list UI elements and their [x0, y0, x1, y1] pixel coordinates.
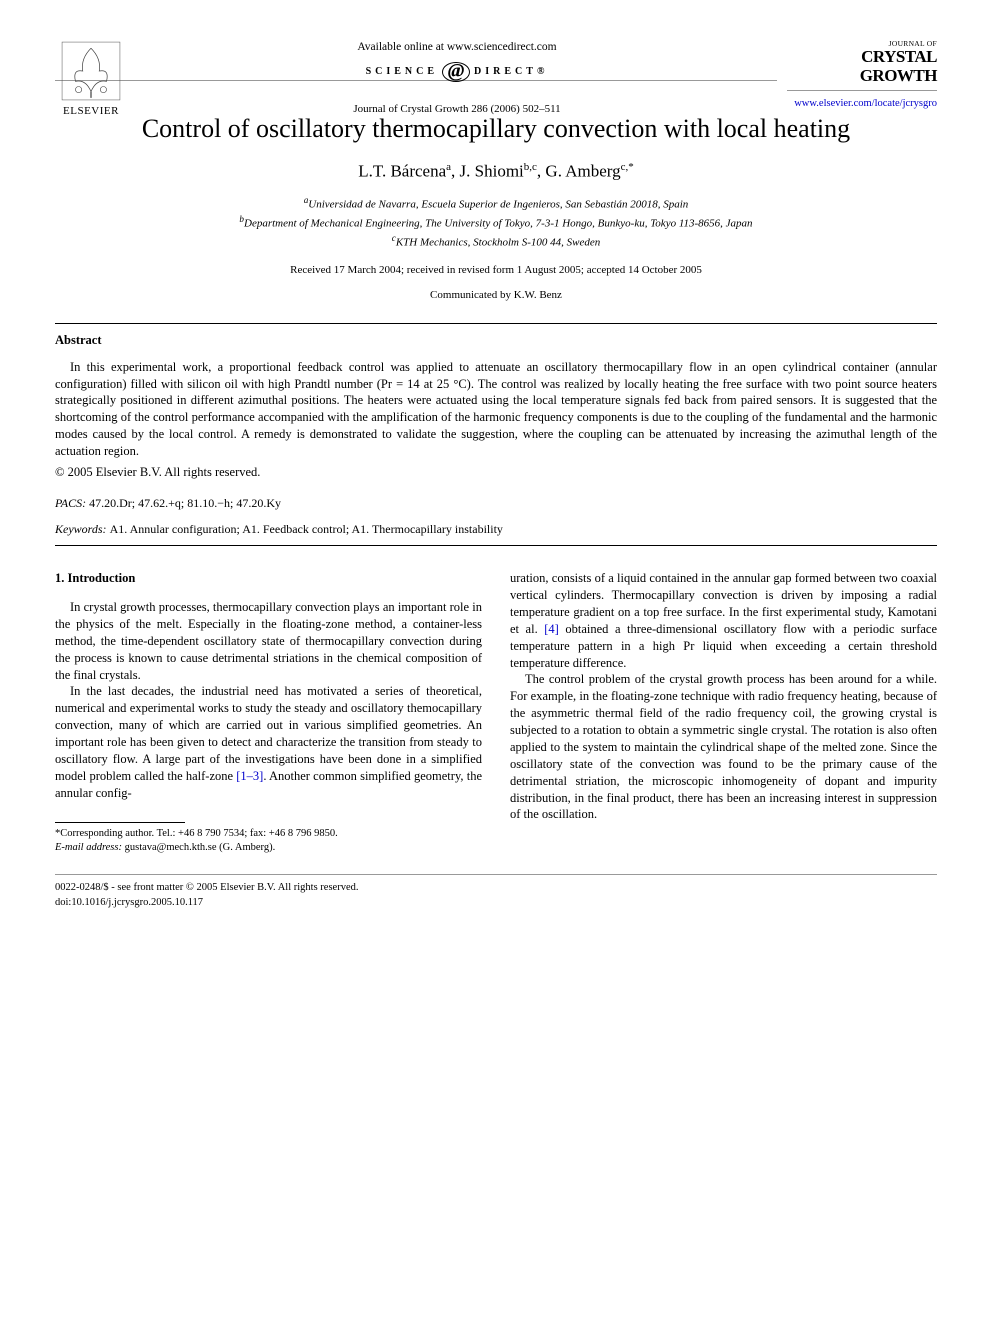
footnote-block: *Corresponding author. Tel.: +46 8 790 7…	[55, 827, 482, 856]
intro-heading: 1. Introduction	[55, 570, 482, 587]
abstract-heading: Abstract	[55, 332, 937, 349]
body-columns: 1. Introduction In crystal growth proces…	[55, 570, 937, 856]
abstract-bottom-rule	[55, 545, 937, 546]
abstract-copyright: © 2005 Elsevier B.V. All rights reserved…	[55, 464, 937, 481]
intro-p1: In crystal growth processes, thermocapil…	[55, 599, 482, 683]
bottom-info: 0022-0248/$ - see front matter © 2005 El…	[55, 881, 937, 910]
bottom-rule	[55, 874, 937, 875]
pacs-codes: 47.20.Dr; 47.62.+q; 81.10.−h; 47.20.Ky	[89, 496, 281, 510]
page-header: ELSEVIER Available online at www.science…	[55, 40, 937, 120]
science-direct-logo: SCIENCE @ DIRECT®	[142, 62, 772, 82]
abstract-text: In this experimental work, a proportiona…	[55, 359, 937, 460]
available-online-text: Available online at www.sciencedirect.co…	[142, 40, 772, 56]
journal-name-1: CRYSTAL	[787, 48, 937, 67]
keywords-label: Keywords:	[55, 522, 107, 536]
sd-left: SCIENCE	[366, 65, 438, 79]
journal-url-link[interactable]: www.elsevier.com/locate/jcrysgro	[794, 98, 937, 109]
pacs-line: PACS: 47.20.Dr; 47.62.+q; 81.10.−h; 47.2…	[55, 495, 937, 511]
header-center: Available online at www.sciencedirect.co…	[127, 40, 787, 116]
affiliation-a: aUniversidad de Navarra, Escuela Superio…	[55, 194, 937, 213]
authors: L.T. Bárcenaa, J. Shiomib,c, G. Ambergc,…	[55, 160, 937, 184]
corresponding-author: *Corresponding author. Tel.: +46 8 790 7…	[55, 827, 482, 842]
ref-4[interactable]: [4]	[544, 622, 559, 636]
ref-1-3[interactable]: [1–3]	[236, 769, 263, 783]
elsevier-logo: ELSEVIER	[55, 40, 127, 120]
affiliation-b: bDepartment of Mechanical Engineering, T…	[55, 213, 937, 232]
journal-logo-block: JOURNAL OF CRYSTAL GROWTH www.elsevier.c…	[787, 40, 937, 111]
journal-logo: JOURNAL OF CRYSTAL GROWTH	[787, 40, 937, 86]
dates: Received 17 March 2004; received in revi…	[55, 263, 937, 278]
affiliation-c: cKTH Mechanics, Stockholm S-100 44, Swed…	[55, 232, 937, 251]
footnote-rule	[55, 822, 185, 823]
email-label: E-mail address:	[55, 842, 122, 853]
keywords-text: A1. Annular configuration; A1. Feedback …	[110, 522, 503, 536]
left-column: 1. Introduction In crystal growth proces…	[55, 570, 482, 856]
abstract-top-rule	[55, 323, 937, 324]
intro-p4: The control problem of the crystal growt…	[510, 671, 937, 823]
pacs-label: PACS:	[55, 496, 86, 510]
email-line: E-mail address: gustava@mech.kth.se (G. …	[55, 841, 482, 856]
affiliations: aUniversidad de Navarra, Escuela Superio…	[55, 194, 937, 251]
sd-at-icon: @	[442, 62, 470, 82]
elsevier-tree-icon	[60, 40, 122, 102]
keywords-line: Keywords: A1. Annular configuration; A1.…	[55, 521, 937, 537]
intro-p2: In the last decades, the industrial need…	[55, 683, 482, 801]
right-column: uration, consists of a liquid contained …	[510, 570, 937, 856]
article-title: Control of oscillatory thermocapillary c…	[55, 111, 937, 146]
intro-p3: uration, consists of a liquid contained …	[510, 570, 937, 671]
doi: doi:10.1016/j.jcrysgro.2005.10.117	[55, 896, 937, 911]
communicated-by: Communicated by K.W. Benz	[55, 288, 937, 303]
front-matter: 0022-0248/$ - see front matter © 2005 El…	[55, 881, 937, 896]
email-address: gustava@mech.kth.se (G. Amberg).	[125, 842, 276, 853]
journal-name-2: GROWTH	[787, 67, 937, 86]
elsevier-name: ELSEVIER	[63, 104, 119, 119]
sd-right: DIRECT®	[474, 65, 548, 79]
header-rule-short	[787, 90, 937, 91]
journal-link: www.elsevier.com/locate/jcrysgro	[787, 97, 937, 111]
